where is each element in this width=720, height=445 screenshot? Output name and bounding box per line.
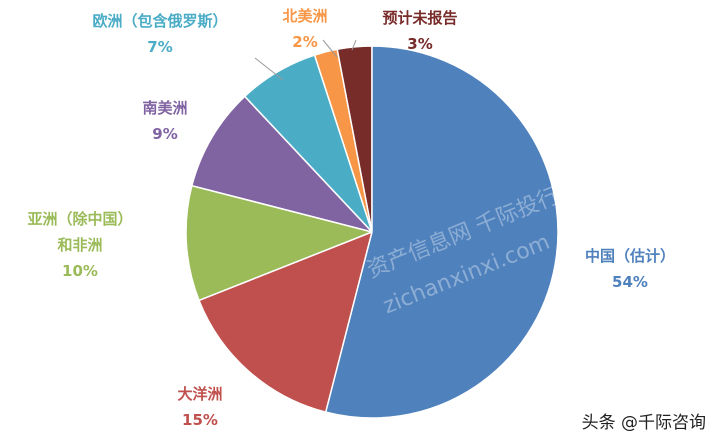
slice-label: 预计未报告 3% <box>382 5 457 57</box>
slice-label: 大洋洲 15% <box>177 381 222 433</box>
value-label: 10% <box>62 262 98 280</box>
leader-lines <box>254 39 357 81</box>
value-label: 9% <box>152 125 178 143</box>
category-label: 中国（估计） <box>585 247 676 265</box>
category-label: 南美洲 <box>142 99 188 117</box>
slice-label: 北美洲 2% <box>282 3 327 55</box>
signature: 头条 @千际咨询 <box>581 413 706 433</box>
category-label: 大洋洲 <box>177 385 223 403</box>
category-label: 北美洲 <box>282 7 328 25</box>
category-label: 预计未报告 <box>382 9 458 27</box>
category-label: 亚洲（除中国） 和非洲 <box>27 210 133 254</box>
pie-slice <box>198 230 374 414</box>
value-label: 3% <box>407 35 433 53</box>
category-label: 欧洲（包含俄罗斯） <box>92 12 228 30</box>
slice-label: 欧洲（包含俄罗斯） 7% <box>92 8 227 60</box>
value-label: 54% <box>612 273 648 291</box>
slice-label: 亚洲（除中国） 和非洲 10% <box>27 206 132 284</box>
slice-label: 中国（估计） 54% <box>585 243 675 295</box>
pie-slice <box>324 45 559 419</box>
value-label: 7% <box>147 38 173 56</box>
pie-slice <box>190 95 375 234</box>
pie-slice <box>185 184 375 302</box>
value-label: 2% <box>292 33 318 51</box>
slice-label: 南美洲 9% <box>142 95 187 147</box>
value-label: 15% <box>182 411 218 429</box>
